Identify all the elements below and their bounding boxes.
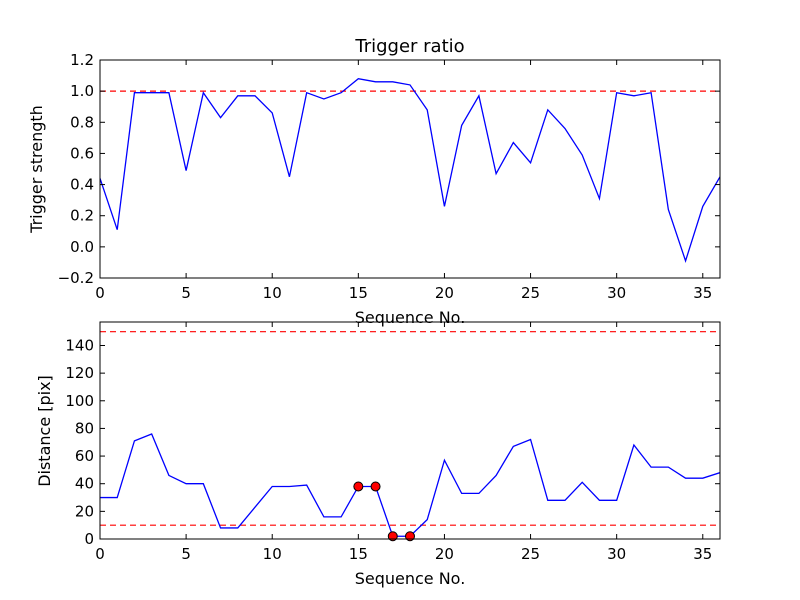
highlight-marker: [387, 531, 398, 542]
x-tick-label: 35: [693, 545, 712, 563]
highlight-marker: [353, 481, 364, 492]
y-tick-label: 40: [75, 475, 94, 493]
y-tick-label: 80: [75, 419, 94, 437]
y-tick-label: 0: [84, 530, 94, 548]
x-tick-label: 10: [263, 545, 282, 563]
y-tick-label: 0.8: [70, 113, 94, 131]
x-tick-label: 5: [181, 284, 191, 302]
plot-frame: [99, 59, 721, 279]
y-tick-label: 1.0: [70, 82, 94, 100]
plot-frame: [99, 321, 721, 540]
x-tick-label: 35: [693, 284, 712, 302]
y-tick-label: 100: [65, 392, 94, 410]
chart-title: Trigger ratio: [354, 36, 464, 57]
x-tick-label: 25: [521, 545, 540, 563]
y-tick-label: 140: [65, 336, 94, 354]
x-axis-title: Sequence No.: [355, 569, 466, 588]
x-tick-label: 25: [521, 284, 540, 302]
distance-panel: Distance [pix] Sequence No. 0 5 10 15 20 25 30…: [35, 321, 721, 588]
y-tick-label: 0.0: [70, 238, 94, 256]
x-tick-label: 10: [263, 284, 282, 302]
x-tick-label: 5: [181, 545, 191, 563]
x-tick-label: 0: [95, 545, 105, 563]
y-tick-label: 0.4: [70, 176, 94, 194]
y-tick-label: 20: [75, 502, 94, 520]
x-tick-label: 30: [607, 545, 626, 563]
x-tick-label: 15: [349, 284, 368, 302]
x-tick-label: 20: [435, 545, 454, 563]
y-tick-label: −0.2: [58, 269, 94, 287]
x-tick-label: 15: [349, 545, 368, 563]
highlight-marker: [405, 531, 415, 542]
x-tick-label: 30: [607, 284, 626, 302]
y-tick-label: 0.6: [70, 144, 94, 162]
highlight-marker: [370, 481, 381, 492]
data-line: [100, 77, 720, 263]
y-tick-label: 0.2: [70, 207, 94, 225]
y-tick-label: 120: [65, 364, 94, 382]
y-tick-label: 60: [75, 447, 94, 465]
y-tick-label: 1.2: [70, 51, 94, 69]
y-axis-title: Distance [pix]: [35, 375, 54, 487]
x-tick-label: 20: [435, 284, 454, 302]
x-tick-label: 0: [95, 284, 105, 302]
x-axis-title: Sequence No.: [355, 308, 466, 327]
y-axis-title: Trigger strength: [27, 105, 46, 234]
